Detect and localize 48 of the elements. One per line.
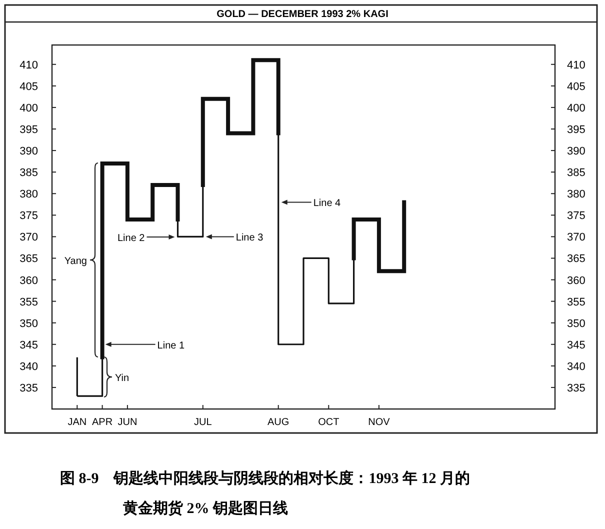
annotation: Line 3 [236, 232, 264, 244]
y2-tick-label: 390 [567, 146, 586, 158]
y2-tick-label: 380 [567, 188, 586, 201]
y2-tick-label: 405 [567, 80, 586, 93]
y-tick-label: 345 [20, 339, 38, 352]
y2-tick-label: 355 [567, 296, 586, 308]
y-tick-label: 405 [20, 80, 38, 93]
y-tick-label: 335 [20, 382, 38, 394]
y-tick-label: 340 [20, 360, 38, 373]
annotation: Yang [64, 256, 87, 267]
y2-tick-label: 350 [567, 318, 586, 330]
y2-tick-label: 370 [567, 232, 586, 244]
annotation: Line 4 [313, 198, 342, 210]
x-tick-label: APR [92, 417, 113, 428]
caption: 图 8-9 钥匙线中阳线段与阴线段的相对长度：1993 年 12 月的 [60, 469, 470, 487]
y-tick-label: 365 [20, 253, 38, 266]
y2-tick-label: 375 [567, 210, 586, 222]
y-tick-label: 370 [20, 232, 38, 244]
x-tick-label: JAN [68, 417, 87, 428]
y2-tick-label: 340 [567, 360, 586, 373]
y-tick-label: 400 [20, 102, 38, 114]
annotation: Yin [115, 373, 130, 384]
y2-tick-label: 400 [567, 102, 586, 114]
y-tick-label: 380 [20, 188, 38, 201]
y2-tick-label: 395 [567, 124, 586, 136]
y2-tick-label: 345 [567, 339, 586, 352]
y2-tick-label: 335 [567, 382, 586, 394]
x-tick-label: NOV [368, 417, 390, 428]
text: 黄金期货 2% 钥匙图日线 [122, 500, 288, 517]
y2-tick-label: 360 [567, 274, 586, 287]
y2-tick-label: 410 [567, 59, 586, 72]
x-tick-label: AUG [268, 417, 290, 428]
y-tick-label: 375 [20, 210, 38, 222]
x-tick-label: JUL [194, 417, 212, 428]
y-tick-label: 390 [20, 146, 38, 158]
y-tick-label: 350 [20, 318, 38, 330]
annotation: Line 1 [157, 340, 185, 352]
x-tick-label: JUN [118, 417, 138, 428]
x-tick-label: OCT [318, 417, 340, 428]
annotation: Line 2 [118, 233, 146, 244]
chart-title: GOLD — DECEMBER 1993 2% KAGI [216, 9, 389, 20]
y-tick-label: 360 [20, 274, 38, 287]
y2-tick-label: 385 [567, 167, 586, 180]
y-tick-label: 410 [20, 59, 38, 72]
y-tick-label: 385 [20, 167, 38, 180]
y-tick-label: 395 [20, 124, 38, 136]
y2-tick-label: 365 [567, 253, 586, 266]
y-tick-label: 355 [20, 296, 38, 308]
